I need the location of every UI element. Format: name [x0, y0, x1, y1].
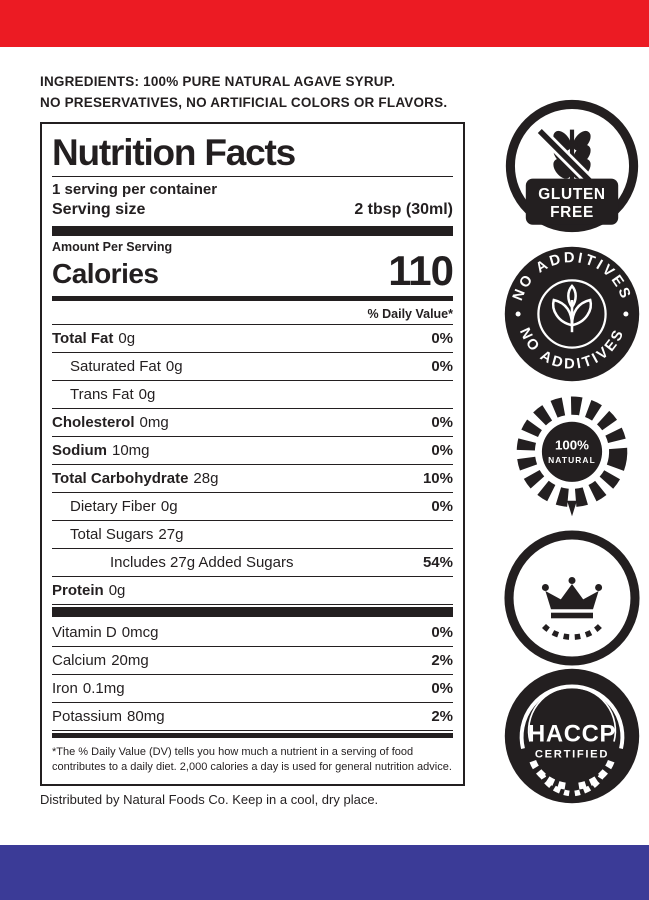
nutrient-row-added-sugars: Includes 27g Added Sugars 54% — [52, 549, 453, 578]
natural-badge-line2: NATURAL — [548, 455, 596, 465]
daily-value-footnote: *The % Daily Value (DV) tells you how mu… — [52, 746, 452, 774]
nutrient-dv: 0% — [431, 330, 453, 348]
nutrient-amount: 0g — [138, 386, 156, 404]
leaf-icon — [551, 284, 593, 333]
nutrient-amount: 27g — [158, 526, 184, 544]
nutrient-amount: 0g — [165, 358, 183, 376]
nutrient-dv: 2% — [431, 652, 453, 670]
nutrient-row-saturated-fat: Saturated Fat 0g 0% — [52, 353, 453, 382]
nutrient-name: Vitamin D — [52, 624, 117, 642]
nutrient-amount: 20mg — [111, 652, 149, 670]
nutrient-amount: 10mg — [112, 442, 150, 460]
nutrient-amount: 0g — [118, 330, 136, 348]
divider-thick — [52, 226, 453, 237]
nutrient-row-total-carbohydrate: Total Carbohydrate 28g 10% — [52, 465, 453, 494]
distributor-note: Distributed by Natural Foods Co. Keep in… — [40, 791, 379, 807]
nutrient-name: Total Carbohydrate — [52, 470, 189, 488]
quality-seal-badge — [502, 528, 642, 668]
nutrient-dv: 0% — [431, 680, 453, 698]
nutrient-row-total-fat: Total Fat 0g 0% — [52, 325, 453, 354]
nutrient-name: Iron — [52, 680, 78, 698]
divider-thick — [52, 607, 453, 618]
vitamin-row-vitamin-d: Vitamin D 0mcg 0% — [52, 619, 453, 648]
nutrient-dv: 2% — [431, 708, 453, 726]
nutrient-name: Includes 27g Added Sugars — [110, 554, 294, 572]
bottom-indigo-bar — [0, 845, 649, 900]
laurel-wreath-icon: 100% NATURAL — [516, 396, 628, 517]
certified-label: CERTIFIED — [535, 749, 609, 761]
divider-medium — [52, 733, 453, 739]
nutrient-row-total-sugars: Total Sugars 27g — [52, 521, 453, 550]
gluten-free-badge: GLUTEN FREE — [502, 96, 642, 236]
nutrient-name: Trans Fat — [70, 386, 134, 404]
crown-seal-icon — [504, 530, 640, 666]
nutrient-amount: 0.1mg — [82, 680, 125, 698]
nutrient-name: Cholesterol — [52, 414, 135, 432]
nutrient-amount: 80mg — [127, 708, 165, 726]
vitamin-row-calcium: Calcium 20mg 2% — [52, 647, 453, 676]
nutrient-dv: 0% — [431, 358, 453, 376]
nutrient-dv: 0% — [431, 624, 453, 642]
nutrient-amount: 0mg — [139, 414, 169, 432]
nutrient-amount: 0g — [108, 582, 126, 600]
nutrient-dv: 0% — [431, 498, 453, 516]
nutrient-amount: 28g — [193, 470, 219, 488]
nutrient-name: Total Fat — [52, 330, 114, 348]
nutrient-amount: 0mcg — [121, 624, 159, 642]
nutrient-dv: 0% — [431, 442, 453, 460]
nutrient-name: Calcium — [52, 652, 107, 670]
intro-line-1: INGREDIENTS: 100% PURE NATURAL AGAVE SYR… — [40, 74, 396, 89]
calories-value: 110 — [388, 247, 454, 295]
laurel-branches-icon — [529, 759, 615, 797]
amount-per-serving-label: Amount Per Serving — [52, 240, 173, 255]
top-red-bar — [0, 0, 649, 47]
nutrient-row-sodium: Sodium 10mg 0% — [52, 437, 453, 466]
natural-badge-line1: 100% — [555, 438, 589, 453]
intro-text: INGREDIENTS: 100% PURE NATURAL AGAVE SYR… — [40, 72, 465, 114]
nutrient-dv: 10% — [422, 470, 453, 488]
nutrition-facts-title: Nutrition Facts — [52, 132, 453, 178]
divider-medium — [52, 296, 453, 302]
calories-row: Calories 110 — [52, 247, 454, 295]
nutrient-name: Dietary Fiber — [70, 498, 156, 516]
serving-size-label: Serving size — [52, 201, 146, 219]
vitamin-row-potassium: Potassium 80mg 2% — [52, 703, 453, 732]
crossed-grain-icon: GLUTEN FREE — [505, 99, 639, 233]
natural-laurel-badge: 100% NATURAL — [502, 386, 642, 526]
serving-size-value: 2 tbsp (30ml) — [354, 201, 453, 219]
nutrient-row-cholesterol: Cholesterol 0mg 0% — [52, 409, 453, 438]
nutrient-name: Total Sugars — [70, 526, 154, 544]
serving-size-row: Serving size 2 tbsp (30ml) — [52, 201, 453, 224]
daily-value-header: % Daily Value* — [52, 303, 453, 326]
nutrient-name: Potassium — [52, 708, 123, 726]
no-additives-badge: NO ADDITIVES NO ADDITIVES — [502, 244, 642, 384]
nutrient-name: Protein — [52, 582, 104, 600]
haccp-label: HACCP — [528, 721, 616, 748]
nutrient-name: Saturated Fat — [70, 358, 161, 376]
nutrient-dv: 0% — [431, 414, 453, 432]
calories-label: Calories — [52, 258, 159, 290]
no-additives-stamp-icon: NO ADDITIVES NO ADDITIVES — [504, 246, 640, 382]
nutrient-row-protein: Protein 0g — [52, 577, 453, 606]
nutrient-name: Sodium — [52, 442, 107, 460]
intro-line-2: NO PRESERVATIVES, NO ARTIFICIAL COLORS O… — [40, 94, 448, 110]
nutrient-row-trans-fat: Trans Fat 0g — [52, 381, 453, 410]
servings-per-container: 1 serving per container — [52, 181, 218, 199]
nutrition-facts-panel: Nutrition Facts 1 serving per container … — [40, 121, 465, 786]
haccp-certified-badge: HACCP CERTIFIED — [502, 666, 642, 806]
label-column: INGREDIENTS: 100% PURE NATURAL AGAVE SYR… — [40, 72, 465, 807]
vitamin-row-iron: Iron 0.1mg 0% — [52, 675, 453, 704]
gluten-free-label-line2: FREE — [550, 204, 594, 221]
nutrient-row-dietary-fiber: Dietary Fiber 0g 0% — [52, 493, 453, 522]
nutrient-dv: 54% — [422, 554, 453, 572]
haccp-medallion-icon: HACCP CERTIFIED — [504, 668, 640, 804]
gluten-free-label-line1: GLUTEN — [538, 186, 605, 203]
nutrient-amount: 0g — [160, 498, 178, 516]
